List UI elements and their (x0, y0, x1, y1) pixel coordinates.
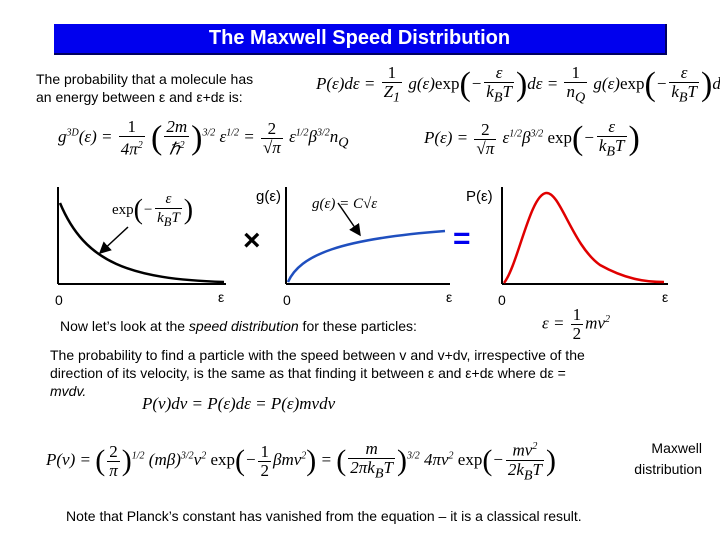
maxwell-distribution-equation: P(v) = (2 π)1/2 (mβ)3/2v2 exp(− 1 2 βmv2) = … (46, 438, 556, 484)
p-curve (502, 191, 665, 284)
energy-distribution-equation: P(ε) = 2 √π ε1/2β3/2 exp(− ε kBT) (424, 117, 640, 160)
energy-probability-equation: P(ε)dε = 1 Z1 g(ε)exp(− ε kBT)dε = 1 nQ g(ε)… (316, 63, 720, 106)
page-title: The Maxwell Speed Distribution (208, 27, 511, 49)
intro-line-1: The probability that a molecule has (36, 71, 254, 87)
p-label: P(ε) (466, 188, 493, 205)
speed-intro-prefix: Now let’s look at the (60, 318, 189, 334)
classical-note: Note that Planck’s constant has vanished… (66, 508, 582, 524)
intro-line-2: an energy between ε and ε+dε is: (36, 89, 243, 105)
exp-curve (58, 202, 225, 284)
paragraph-line-3: mvdv. (50, 383, 87, 399)
g-pointer-arrow (337, 202, 361, 237)
g-label: g(ε) (256, 188, 282, 205)
g-proportional-label: g(ε) = C√ε (312, 196, 378, 212)
maxwell-label-line-2: distribution (634, 461, 702, 477)
g-curve (286, 229, 446, 283)
speed-probability-equation: P(v)dv = P(ε)dε = P(ε)mvdv (142, 394, 336, 413)
speed-intro-emph: speed distribution (188, 318, 299, 334)
axis-label-1: ε (218, 289, 225, 305)
times-sign: × (243, 224, 261, 257)
exp-pointer-arrow (98, 226, 129, 255)
density-of-states-equation: g3D(ε) = 1 4π2 (2m ℏ2)3/2 ε1/2 = 2 √π ε1/2β… (58, 117, 349, 159)
maxwell-label-line-1: Maxwell (651, 440, 702, 456)
equals-sign: = (453, 222, 471, 255)
speed-intro: Now let’s look at the speed distribution… (60, 318, 417, 335)
exp-label: exp(− ε kBT) (112, 191, 194, 229)
paragraph-line-1: The probability to find a particle with … (50, 347, 585, 363)
origin-label-3: 0 (498, 292, 506, 308)
axis-label-2: ε (446, 289, 453, 305)
title-bar: The Maxwell Speed Distribution (54, 24, 667, 55)
axis-label-3: ε (662, 289, 669, 305)
kinetic-energy-equation: ε = 1 2 mv2 (542, 305, 610, 343)
origin-label-1: 0 (55, 292, 63, 308)
paragraph-line-2: direction of its velocity, is the same a… (50, 365, 566, 381)
origin-label-2: 0 (283, 292, 291, 308)
distribution-graphs (57, 187, 668, 285)
speed-intro-suffix: for these particles: (298, 318, 417, 334)
